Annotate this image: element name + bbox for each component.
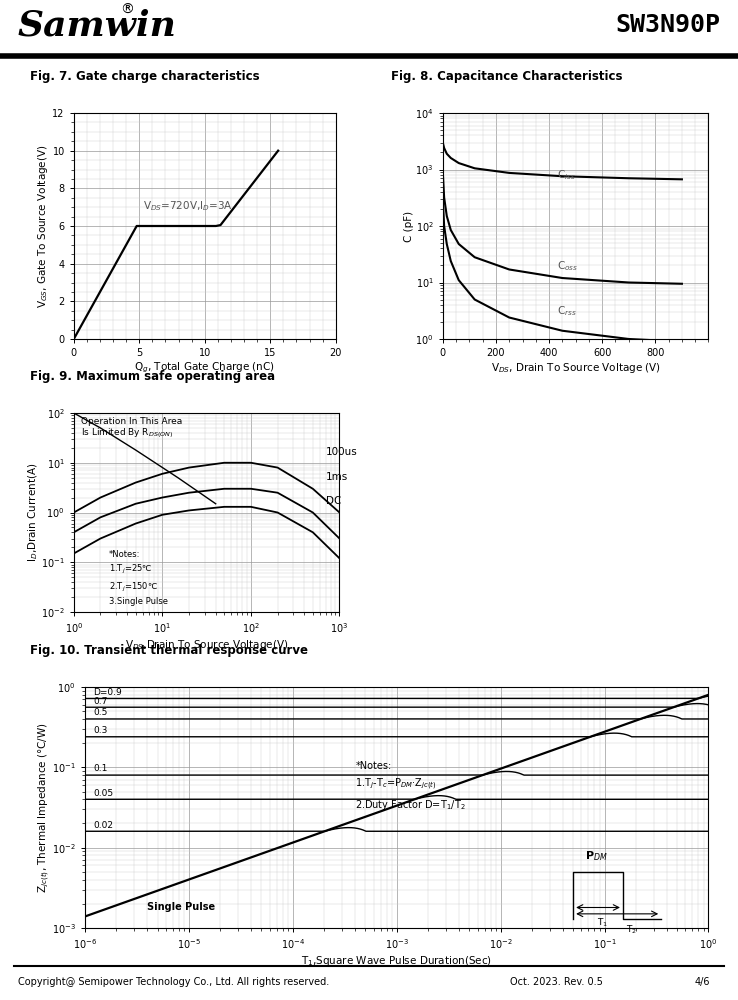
Text: C$_{iss}$: C$_{iss}$ — [557, 168, 576, 182]
Text: C$_{rss}$: C$_{rss}$ — [557, 304, 577, 318]
Text: D=0.9: D=0.9 — [93, 688, 122, 697]
Y-axis label: C (pF): C (pF) — [404, 210, 414, 242]
Y-axis label: I$_{D}$,Drain Current(A): I$_{D}$,Drain Current(A) — [26, 463, 40, 562]
X-axis label: V$_{DS}$,Drain To Source Voltage(V): V$_{DS}$,Drain To Source Voltage(V) — [125, 638, 289, 652]
Text: Operation In This Area: Operation In This Area — [81, 417, 182, 426]
Text: Fig. 10. Transient thermal response curve: Fig. 10. Transient thermal response curv… — [30, 644, 308, 657]
Text: Copyright@ Semipower Technology Co., Ltd. All rights reserved.: Copyright@ Semipower Technology Co., Ltd… — [18, 977, 329, 987]
Text: C$_{oss}$: C$_{oss}$ — [557, 259, 579, 273]
Text: SW3N90P: SW3N90P — [615, 13, 720, 37]
Text: 0.1: 0.1 — [93, 764, 108, 773]
Text: Fig. 7. Gate charge characteristics: Fig. 7. Gate charge characteristics — [30, 70, 259, 83]
Text: 0.02: 0.02 — [93, 821, 113, 830]
Text: Single Pulse: Single Pulse — [148, 902, 215, 912]
Text: T$_{2}$: T$_{2}$ — [626, 923, 637, 936]
Text: 0.7: 0.7 — [93, 697, 108, 706]
Text: Is Limited By R$_{DS(ON)}$: Is Limited By R$_{DS(ON)}$ — [81, 426, 173, 440]
Text: DC: DC — [325, 496, 341, 506]
Text: ®: ® — [120, 3, 134, 17]
Text: Samwin: Samwin — [18, 8, 177, 42]
Y-axis label: V$_{GS}$, Gate To Source Voltage(V): V$_{GS}$, Gate To Source Voltage(V) — [35, 144, 49, 308]
Text: 0.3: 0.3 — [93, 726, 108, 735]
Y-axis label: Z$_{jc(t)}$, Thermal Impedance (°C/W): Z$_{jc(t)}$, Thermal Impedance (°C/W) — [36, 722, 52, 893]
Text: Fig. 8. Capacitance Characteristics: Fig. 8. Capacitance Characteristics — [391, 70, 623, 83]
Text: V$_{DS}$=720V,I$_{D}$=3A: V$_{DS}$=720V,I$_{D}$=3A — [143, 199, 233, 213]
Text: 4/6: 4/6 — [694, 977, 710, 987]
Text: P$_{DM}$: P$_{DM}$ — [585, 849, 608, 863]
Text: *Notes:
1.T$_{j}$-T$_{c}$=P$_{DM}$·Z$_{jc(t)}$
2.Duty Factor D=T$_{1}$/T$_{2}$: *Notes: 1.T$_{j}$-T$_{c}$=P$_{DM}$·Z$_{j… — [355, 761, 466, 812]
Text: 100us: 100us — [325, 447, 357, 457]
Text: Oct. 2023. Rev. 0.5: Oct. 2023. Rev. 0.5 — [510, 977, 603, 987]
Text: 1ms: 1ms — [325, 472, 348, 482]
X-axis label: V$_{DS}$, Drain To Source Voltage (V): V$_{DS}$, Drain To Source Voltage (V) — [491, 361, 661, 375]
Text: *Notes:
1.T$_{j}$=25℃
2.T$_{j}$=150℃
3.Single Pulse: *Notes: 1.T$_{j}$=25℃ 2.T$_{j}$=150℃ 3.S… — [109, 550, 168, 606]
Text: T$_{1}$: T$_{1}$ — [596, 916, 608, 929]
Text: Fig. 9. Maximum safe operating area: Fig. 9. Maximum safe operating area — [30, 370, 275, 383]
X-axis label: T$_{1}$,Square Wave Pulse Duration(Sec): T$_{1}$,Square Wave Pulse Duration(Sec) — [301, 954, 492, 968]
X-axis label: Q$_{g}$, Total Gate Charge (nC): Q$_{g}$, Total Gate Charge (nC) — [134, 361, 275, 375]
Text: 0.05: 0.05 — [93, 789, 113, 798]
Text: 0.5: 0.5 — [93, 708, 108, 717]
